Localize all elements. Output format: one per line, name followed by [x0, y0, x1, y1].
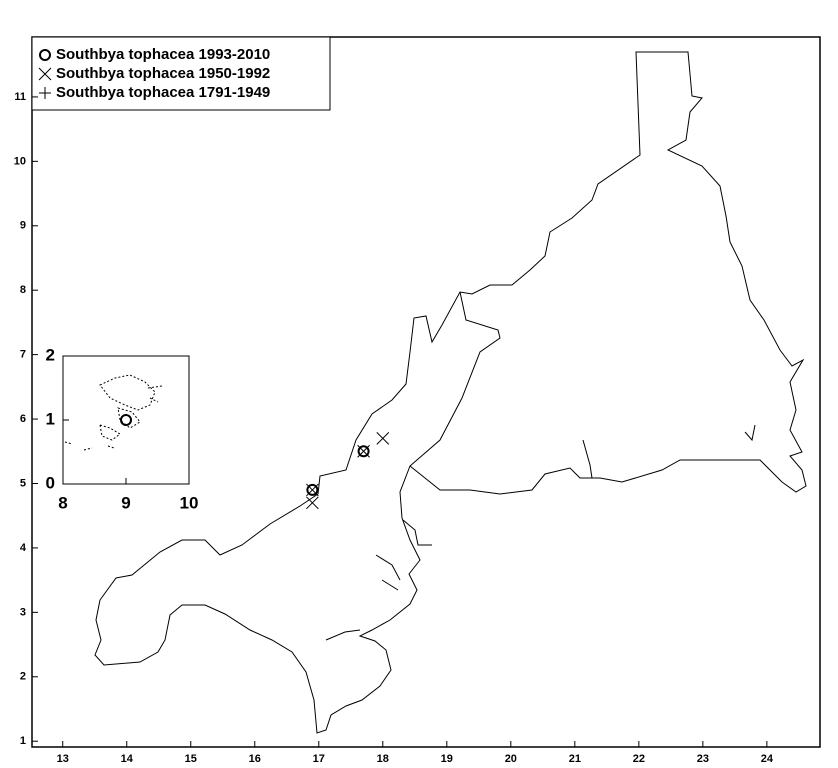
x-tick-label: 16	[249, 753, 261, 765]
x-tick-label: 13	[57, 753, 69, 765]
marker-x	[306, 483, 319, 497]
y-tick-label: 8	[20, 284, 26, 296]
island	[99, 374, 156, 411]
coastline	[94, 51, 807, 734]
x-tick-label: 22	[633, 753, 645, 765]
coast	[99, 51, 807, 601]
y-tick-label: 10	[14, 155, 26, 167]
marker-x	[357, 444, 370, 458]
legend-label: Southbya tophacea 1993-2010	[56, 46, 270, 63]
island	[147, 385, 163, 403]
x-tick-label: 24	[761, 753, 774, 765]
island	[117, 407, 141, 429]
y-tick-label: 2	[46, 345, 55, 364]
legend-label: Southbya tophacea 1950-1992	[56, 65, 270, 82]
y-tick-label: 9	[20, 220, 26, 232]
x-tick-label: 9	[121, 493, 130, 512]
y-tick-label: 1	[46, 409, 55, 428]
marker-x	[376, 432, 390, 445]
scilly-islands	[64, 374, 163, 451]
x-tick-label: 23	[697, 753, 709, 765]
marker-circle	[306, 483, 319, 496]
x-tick-label: 10	[180, 493, 199, 512]
y-tick-label: 6	[20, 413, 26, 425]
x-tick-label: 21	[569, 753, 581, 765]
y-tick-label: 3	[20, 606, 26, 618]
x-tick-label: 20	[505, 753, 517, 765]
legend-marker	[38, 67, 52, 81]
x-tick-label: 8	[58, 493, 67, 512]
marker-circle	[120, 414, 132, 426]
island	[99, 424, 121, 441]
legend-marker	[39, 49, 51, 61]
inset-frame	[62, 355, 190, 485]
x-tick-label: 18	[377, 753, 389, 765]
x-tick-label: 19	[441, 753, 453, 765]
x-tick-label: 14	[121, 753, 134, 765]
marker-x	[306, 496, 319, 510]
x-tick-label: 17	[313, 753, 325, 765]
y-tick-label: 0	[46, 473, 55, 492]
legend-box	[31, 36, 331, 111]
legend-label: Southbya tophacea 1791-1949	[56, 84, 270, 101]
y-tick-label: 4	[20, 542, 27, 554]
plot-frame	[31, 36, 821, 748]
marker-circle	[357, 445, 370, 458]
y-tick-label: 2	[20, 671, 26, 683]
coast	[94, 291, 501, 734]
legend-marker	[39, 87, 51, 99]
estuary	[325, 424, 756, 641]
y-tick-label: 11	[14, 91, 26, 103]
x-tick-label: 15	[185, 753, 197, 765]
y-tick-label: 5	[20, 477, 26, 489]
island	[64, 441, 115, 451]
y-tick-label: 7	[20, 349, 26, 361]
y-tick-label: 1	[20, 735, 26, 747]
